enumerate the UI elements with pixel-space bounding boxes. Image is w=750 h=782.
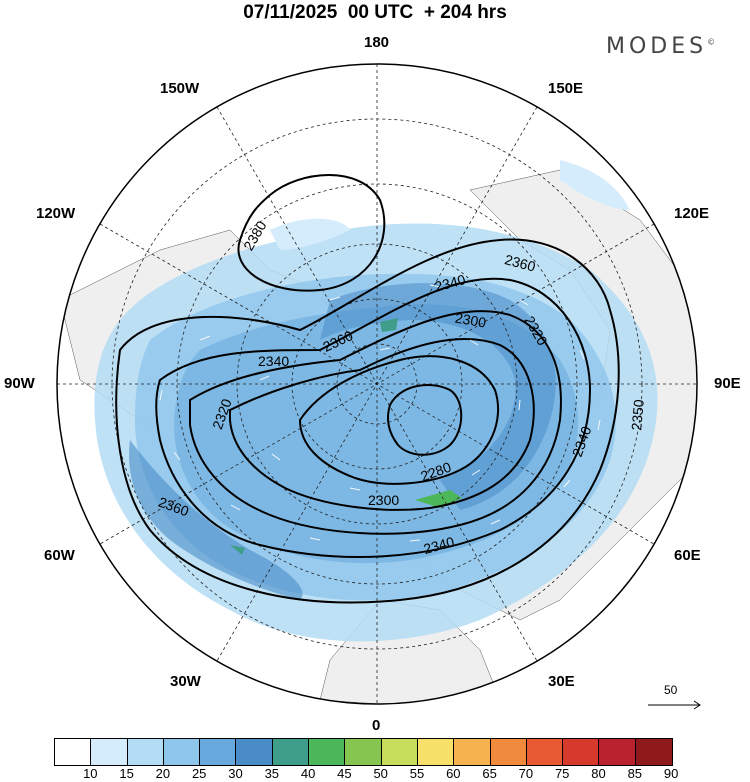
- colorbar-tick-label: 50: [373, 766, 388, 781]
- colorbar-swatch: [381, 739, 418, 765]
- colorbar-tick-label: 90: [663, 766, 679, 781]
- colorbar-swatch: [200, 739, 237, 765]
- colorbar-tick-label: 45: [337, 766, 352, 781]
- contour-label: 2360: [503, 251, 537, 275]
- contour-label: 2340: [258, 353, 289, 369]
- colorbar-tick-label: 15: [119, 766, 134, 781]
- colorbar-tick-label: 35: [264, 766, 280, 781]
- colorbar-tick-label: 40: [300, 766, 316, 781]
- colorbar-tick-label: 80: [591, 766, 606, 781]
- vector-scale-arrow: [648, 700, 701, 710]
- lon-label-150w: 150W: [160, 80, 200, 97]
- lon-label-90e: 90E: [714, 375, 741, 392]
- colorbar-swatch: [309, 739, 346, 765]
- geopotential-contours: [115, 174, 620, 604]
- colorbar-tick-label: 25: [191, 766, 207, 781]
- colorbar-swatch: [599, 739, 636, 765]
- lon-label-150e: 150E: [548, 80, 584, 97]
- contour-label: 2300: [454, 310, 488, 331]
- modes-logo: MODES©: [606, 34, 716, 59]
- colorbar-tick-label: 85: [627, 766, 643, 781]
- graticule: [57, 64, 697, 704]
- lon-label-0: 0: [372, 717, 381, 734]
- colorbar-swatch: [526, 739, 564, 765]
- colorbar-tick-label: 70: [518, 766, 534, 781]
- colorbar-tick-label: 55: [409, 766, 425, 781]
- map-rim: [56, 63, 698, 705]
- colorbar: [54, 738, 674, 766]
- lon-label-60e: 60E: [674, 547, 701, 564]
- colorbar-tick-label: 60: [446, 766, 461, 781]
- colorbar-tick-label: 20: [155, 766, 171, 781]
- lon-label-60w: 60W: [44, 547, 75, 564]
- colorbar-tick-label: 30: [228, 766, 243, 781]
- lon-label-30w: 30W: [170, 673, 201, 690]
- colorbar-swatch: [635, 739, 673, 765]
- colorbar-swatch: [454, 739, 491, 765]
- lon-label-180: 180: [364, 34, 390, 51]
- contour-label: 2340: [433, 271, 467, 295]
- map-title: 07/11/2025 00 UTC + 204 hrs: [243, 2, 507, 23]
- lon-label-120w: 120W: [36, 205, 76, 222]
- contour-label: 2300: [368, 492, 399, 508]
- colorbar-swatch: [127, 739, 164, 765]
- colorbar-swatch: [55, 739, 92, 765]
- colorbar-swatch: [91, 739, 128, 765]
- colorbar-swatch: [163, 739, 201, 765]
- colorbar-tick-label: 65: [482, 766, 497, 781]
- lon-label-90w: 90W: [4, 375, 35, 392]
- colorbar-swatch: [272, 739, 310, 765]
- colorbar-tick-label: 75: [554, 766, 570, 781]
- colorbar-swatch: [563, 739, 600, 765]
- colorbar-tick-label: 10: [83, 766, 98, 781]
- colorbar-swatch: [417, 739, 455, 765]
- lon-label-30e: 30E: [548, 673, 575, 690]
- colorbar-swatch: [236, 739, 273, 765]
- contour-label: 2340: [422, 533, 456, 557]
- contour-label: 2350: [628, 398, 647, 431]
- vector-scale-label: 50: [664, 683, 678, 697]
- lon-label-120e: 120E: [674, 205, 710, 222]
- colorbar-swatch: [490, 739, 527, 765]
- colorbar-swatch: [345, 739, 382, 765]
- wind-vectors: [159, 284, 601, 542]
